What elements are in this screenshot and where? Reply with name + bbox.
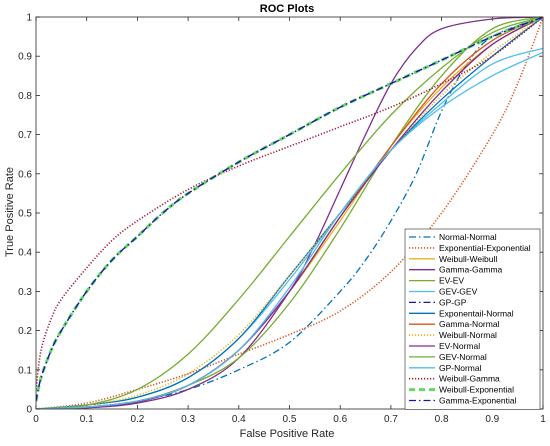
legend-label: Weibull-Gamma	[439, 374, 500, 384]
legend-label: EV-Normal	[439, 341, 480, 351]
legend-label: GP-GP	[439, 297, 467, 307]
y-tick-label: 0.2	[18, 326, 32, 337]
y-tick-label: 0	[26, 405, 32, 416]
legend-label: Normal-Normal	[439, 232, 497, 242]
series-group	[36, 17, 543, 409]
x-tick-label: 0.7	[384, 414, 398, 425]
legend-label: Weibull-Normal	[439, 330, 497, 340]
series-line-gamma-exponential	[36, 17, 543, 402]
legend: Normal-NormalExponential-ExponentialWeib…	[404, 228, 541, 410]
x-tick-label: 0.4	[232, 414, 246, 425]
legend-label: Gamma-Normal	[439, 319, 500, 329]
y-tick-label: 0.3	[18, 287, 32, 298]
y-tick-label: 0.4	[18, 248, 32, 259]
legend-label: Gamma-Gamma	[439, 265, 503, 275]
x-tick-label: 0	[33, 414, 39, 425]
y-tick-label: 1	[26, 13, 32, 24]
y-tick-label: 0.9	[18, 52, 32, 63]
series-line-gev-normal	[36, 17, 543, 409]
y-axis-label: True Positive Rate	[4, 167, 16, 257]
series-line-gamma-gamma	[36, 17, 543, 409]
legend-label: GEV-GEV	[439, 287, 478, 297]
legend-label: GP-Normal	[439, 363, 482, 373]
series-line-weibull-normal	[36, 17, 543, 409]
legend-label: GEV-Normal	[439, 352, 487, 362]
x-tick-label: 0.9	[485, 414, 499, 425]
legend-label: Exponentail-Normal	[439, 308, 514, 318]
legend-label: Gamma-Exponential	[439, 396, 517, 406]
x-tick-label: 0.8	[435, 414, 449, 425]
x-tick-label: 0.2	[130, 414, 144, 425]
legend-label: Weibull-Weibull	[439, 254, 497, 264]
x-tick-label: 1	[540, 414, 546, 425]
y-tick-label: 0.8	[18, 91, 32, 102]
chart-title: ROC Plots	[260, 3, 314, 15]
legend-label: Exponential-Exponential	[439, 243, 531, 253]
legend-label: Weibull-Exponential	[439, 385, 514, 395]
legend-label: EV-EV	[439, 276, 464, 286]
y-tick-label: 0.7	[18, 130, 32, 141]
x-axis-label: False Positive Rate	[240, 428, 335, 440]
series-line-exponentail-normal	[36, 17, 543, 409]
x-tick-label: 0.3	[181, 414, 195, 425]
x-tick-label: 0.6	[333, 414, 347, 425]
x-tick-label: 0.5	[283, 414, 297, 425]
axes-frame	[35, 16, 544, 410]
series-line-ev-normal	[36, 17, 543, 409]
series-line-weibull-gamma	[36, 17, 543, 390]
y-tick-label: 0.6	[18, 169, 32, 180]
x-tick-label: 0.1	[80, 414, 94, 425]
y-tick-label: 0.1	[18, 365, 32, 376]
y-tick-label: 0.5	[18, 209, 32, 220]
series-line-gp-normal	[36, 51, 543, 409]
